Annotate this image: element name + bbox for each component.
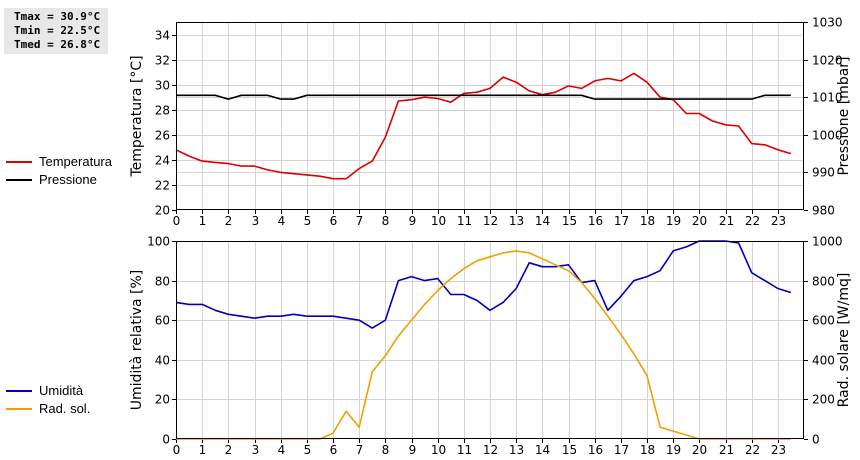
x-tick-label: 4 [278, 214, 286, 228]
x-tick-label: 16 [588, 214, 603, 228]
x-tick-label: 6 [330, 214, 338, 228]
y-tick-label: 28 [155, 104, 170, 118]
plot-frame [176, 22, 804, 210]
legend-swatch-pressure [6, 179, 32, 181]
y2-tick-label: 1020 [812, 54, 843, 68]
x-tick-label: 22 [745, 214, 760, 228]
y2-tick-label: 0 [812, 433, 820, 447]
x-tick-label: 18 [640, 214, 655, 228]
legend-label-pressure: Pressione [39, 172, 97, 187]
chart-temperature-pressure: 0 1 2 3 4 5 6 7 8 9 10 11 12 13 14 15 16 17 18 19 20 21 22 2320… [129, 16, 852, 229]
x-tick-label: 8 [382, 214, 390, 228]
series-line-pressione [176, 94, 791, 100]
y2-tick-label: 1030 [812, 16, 843, 30]
x-tick-label: 13 [509, 214, 524, 228]
x-tick-label: 11 [457, 443, 472, 457]
x-tick-label: 19 [666, 443, 681, 457]
y-tick-label: 34 [155, 29, 170, 43]
x-tick-label: 8 [382, 443, 390, 457]
x-tick-label: 20 [692, 443, 707, 457]
y-tick-label: 22 [155, 179, 170, 193]
series-line-temperatura [175, 72, 792, 180]
plot-frame [176, 241, 804, 439]
y-tick-label: 32 [155, 54, 170, 68]
y-tick-label: 30 [155, 79, 170, 93]
y-tick-label: 60 [155, 314, 170, 328]
x-tick-label: 15 [562, 443, 577, 457]
x-tick-label: 17 [614, 214, 629, 228]
y2-tick-label: 980 [812, 204, 835, 218]
y-tick-label: 20 [155, 204, 170, 218]
tmax-label: Tmax = 30.9°C [14, 10, 101, 23]
x-tick-label: 5 [304, 214, 312, 228]
x-tick-label: 9 [409, 214, 417, 228]
x-tick-label: 1 [199, 214, 207, 228]
x-tick-label: 4 [278, 443, 286, 457]
series-line-umidit [175, 240, 792, 329]
x-tick-label: 0 [173, 214, 181, 228]
y-tick-label: 40 [155, 354, 170, 368]
y-tick-label: 26 [155, 129, 170, 143]
y2-tick-label: 1010 [812, 91, 843, 105]
x-tick-label: 2 [225, 214, 233, 228]
y2-tick-label: 800 [812, 275, 835, 289]
y2-tick-label: 1000 [812, 129, 843, 143]
y2-tick-label: 990 [812, 166, 835, 180]
y2-tick-label: 600 [812, 314, 835, 328]
y-tick-label: 24 [155, 154, 170, 168]
x-tick-label: 22 [745, 443, 760, 457]
legend-swatch-radiation [6, 408, 32, 410]
x-tick-label: 14 [535, 443, 550, 457]
legend-label-radiation: Rad. sol. [39, 401, 91, 416]
y-tick-label: 80 [155, 275, 170, 289]
y2-tick-label: 400 [812, 354, 835, 368]
x-tick-label: 17 [614, 443, 629, 457]
x-tick-label: 3 [252, 443, 260, 457]
x-tick-label: 3 [252, 214, 260, 228]
x-tick-label: 23 [771, 214, 786, 228]
y-axis-title: Temperatura [°C] [129, 55, 145, 177]
x-tick-label: 7 [356, 443, 364, 457]
y2-axis-title: Rad. solare [W/mq] [836, 273, 852, 408]
y2-tick-label: 200 [812, 393, 835, 407]
x-tick-label: 0 [173, 443, 181, 457]
legend-label-humidity: Umidità [39, 383, 84, 398]
y-axis-title: Umidità relativa [%] [129, 270, 145, 411]
x-tick-label: 21 [719, 443, 734, 457]
x-tick-label: 11 [457, 214, 472, 228]
y2-axis-title: Pressione [mbar] [836, 56, 852, 175]
x-tick-label: 10 [431, 443, 446, 457]
x-tick-label: 12 [483, 214, 498, 228]
y2-tick-label: 1000 [812, 235, 843, 249]
x-tick-label: 21 [719, 214, 734, 228]
x-tick-label: 20 [692, 214, 707, 228]
tmin-label: Tmin = 22.5°C [14, 24, 101, 37]
x-tick-label: 7 [356, 214, 364, 228]
x-tick-label: 2 [225, 443, 233, 457]
tmed-label: Tmed = 26.8°C [14, 38, 101, 51]
x-tick-label: 19 [666, 214, 681, 228]
x-tick-label: 10 [431, 214, 446, 228]
x-tick-label: 16 [588, 443, 603, 457]
x-tick-label: 9 [409, 443, 417, 457]
x-tick-label: 5 [304, 443, 312, 457]
legend-label-temperature: Temperatura [39, 154, 112, 169]
x-tick-label: 6 [330, 443, 338, 457]
x-tick-label: 1 [199, 443, 207, 457]
stats-box: Tmax = 30.9°C Tmin = 22.5°C Tmed = 26.8°… [4, 8, 108, 54]
legend-swatch-temperature [6, 161, 32, 163]
x-tick-label: 23 [771, 443, 786, 457]
y-tick-label: 0 [162, 433, 170, 447]
legend-swatch-humidity [6, 390, 32, 392]
y-tick-label: 20 [155, 393, 170, 407]
x-tick-label: 15 [562, 214, 577, 228]
chart-humidity-radiation: 0 1 2 3 4 5 6 7 8 9 10 11 12 13 14 15 16 17 18 19 20 21 22 2302… [129, 235, 852, 458]
x-tick-label: 12 [483, 443, 498, 457]
x-tick-label: 14 [535, 214, 550, 228]
x-tick-label: 13 [509, 443, 524, 457]
x-tick-label: 18 [640, 443, 655, 457]
y-tick-label: 100 [147, 235, 170, 249]
series-line-rad-sol [176, 250, 791, 440]
